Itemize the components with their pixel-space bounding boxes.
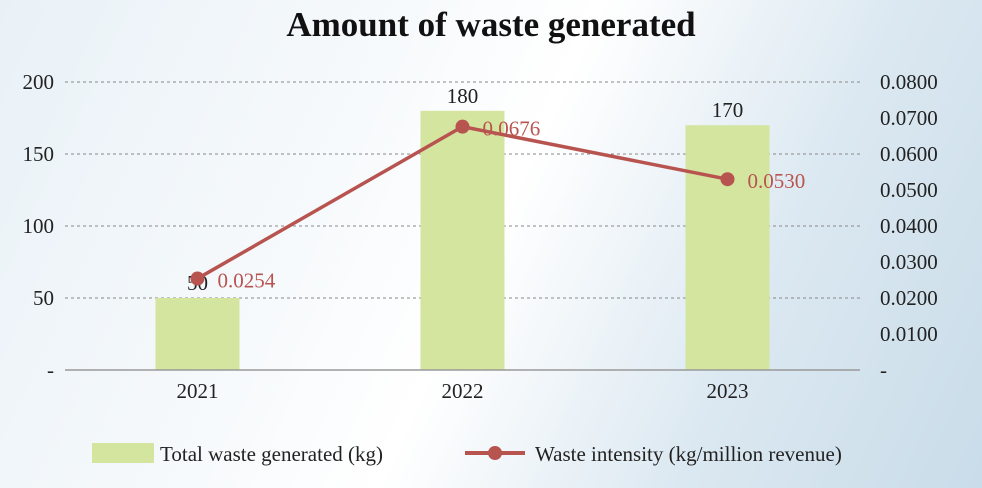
right-tick-label: 0.0400 xyxy=(880,214,938,238)
bar xyxy=(685,125,770,370)
bar-data-label: 180 xyxy=(447,84,479,108)
right-tick-label: 0.0300 xyxy=(880,250,938,274)
line-point xyxy=(720,172,735,187)
legend-line-marker xyxy=(488,446,502,460)
right-tick-label: 0.0200 xyxy=(880,286,938,310)
left-tick-label: - xyxy=(47,358,54,382)
x-tick-label: 2022 xyxy=(442,379,484,403)
legend-line-label: Waste intensity (kg/million revenue) xyxy=(535,442,842,466)
chart-title: Amount of waste generated xyxy=(286,5,696,44)
bar xyxy=(420,110,505,371)
bar xyxy=(155,298,240,370)
right-tick-label: 0.0600 xyxy=(880,142,938,166)
left-tick-label: 150 xyxy=(23,142,55,166)
line-data-label: 0.0254 xyxy=(218,269,276,293)
right-tick-label: 0.0500 xyxy=(880,178,938,202)
bar-data-label: 170 xyxy=(712,98,744,122)
left-tick-label: 100 xyxy=(23,214,55,238)
right-tick-label: - xyxy=(880,358,887,382)
line-point xyxy=(455,119,470,134)
right-tick-label: 0.0100 xyxy=(880,322,938,346)
right-tick-label: 0.0700 xyxy=(880,106,938,130)
left-tick-label: 50 xyxy=(33,286,54,310)
x-tick-label: 2021 xyxy=(177,379,219,403)
legend-bar-label: Total waste generated (kg) xyxy=(160,442,383,466)
right-tick-label: 0.0800 xyxy=(880,70,938,94)
line-point xyxy=(190,271,205,286)
line-data-label: 0.0676 xyxy=(483,117,541,141)
legend-bar-swatch xyxy=(92,443,154,463)
left-tick-label: 200 xyxy=(23,70,55,94)
line-data-label: 0.0530 xyxy=(748,169,806,193)
x-tick-label: 2023 xyxy=(707,379,749,403)
